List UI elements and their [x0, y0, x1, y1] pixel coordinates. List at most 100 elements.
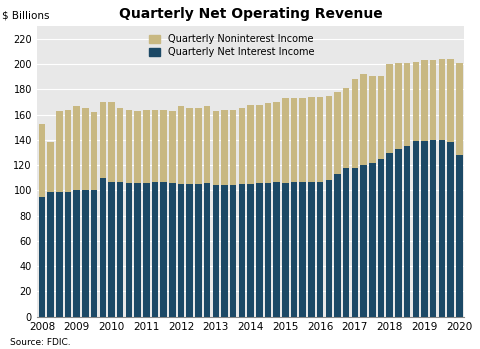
Bar: [186, 108, 193, 184]
Bar: [421, 60, 428, 141]
Bar: [256, 105, 263, 183]
Bar: [239, 108, 245, 184]
Bar: [143, 110, 149, 183]
Bar: [352, 79, 358, 168]
Bar: [65, 192, 71, 317]
Bar: [334, 92, 341, 174]
Bar: [308, 181, 315, 317]
Bar: [186, 184, 193, 317]
Bar: [134, 111, 141, 183]
Bar: [56, 192, 62, 317]
Bar: [395, 63, 402, 149]
Bar: [308, 97, 315, 181]
Bar: [430, 60, 436, 140]
Bar: [291, 181, 297, 317]
Bar: [143, 183, 149, 317]
Bar: [230, 185, 237, 317]
Bar: [221, 110, 228, 185]
Bar: [404, 63, 410, 146]
Bar: [456, 155, 463, 317]
Bar: [91, 112, 97, 191]
Bar: [369, 163, 375, 317]
Bar: [126, 110, 132, 183]
Bar: [300, 98, 306, 181]
Bar: [82, 191, 89, 317]
Bar: [274, 181, 280, 317]
Bar: [82, 108, 89, 191]
Bar: [160, 181, 167, 317]
Bar: [73, 106, 80, 191]
Bar: [386, 64, 393, 153]
Bar: [256, 183, 263, 317]
Bar: [456, 63, 463, 155]
Bar: [264, 103, 271, 183]
Bar: [352, 168, 358, 317]
Bar: [447, 142, 454, 317]
Bar: [126, 183, 132, 317]
Title: Quarterly Net Operating Revenue: Quarterly Net Operating Revenue: [119, 7, 383, 21]
Bar: [282, 98, 288, 183]
Bar: [412, 141, 419, 317]
Bar: [108, 181, 115, 317]
Bar: [39, 124, 45, 197]
Bar: [300, 181, 306, 317]
Bar: [421, 141, 428, 317]
Bar: [160, 110, 167, 181]
Text: Source: FDIC.: Source: FDIC.: [10, 338, 70, 347]
Bar: [195, 184, 202, 317]
Bar: [439, 59, 445, 140]
Bar: [378, 159, 384, 317]
Bar: [325, 96, 332, 180]
Text: $ Billions: $ Billions: [2, 10, 50, 21]
Bar: [152, 181, 158, 317]
Bar: [221, 185, 228, 317]
Bar: [204, 106, 210, 183]
Bar: [282, 183, 288, 317]
Bar: [247, 184, 254, 317]
Bar: [343, 88, 349, 168]
Bar: [386, 153, 393, 317]
Bar: [325, 180, 332, 317]
Bar: [430, 140, 436, 317]
Bar: [56, 111, 62, 192]
Bar: [291, 98, 297, 181]
Bar: [239, 184, 245, 317]
Bar: [91, 191, 97, 317]
Bar: [213, 185, 219, 317]
Bar: [360, 165, 367, 317]
Bar: [48, 192, 54, 317]
Bar: [412, 62, 419, 141]
Bar: [204, 183, 210, 317]
Bar: [213, 111, 219, 185]
Bar: [317, 181, 324, 317]
Bar: [152, 110, 158, 181]
Bar: [395, 149, 402, 317]
Bar: [99, 178, 106, 317]
Bar: [360, 74, 367, 165]
Bar: [247, 105, 254, 184]
Bar: [274, 102, 280, 181]
Bar: [99, 102, 106, 178]
Bar: [195, 108, 202, 184]
Bar: [65, 110, 71, 192]
Bar: [73, 191, 80, 317]
Bar: [178, 106, 184, 184]
Bar: [169, 111, 176, 183]
Bar: [264, 183, 271, 317]
Bar: [230, 110, 237, 185]
Bar: [117, 181, 123, 317]
Bar: [39, 197, 45, 317]
Bar: [439, 140, 445, 317]
Bar: [447, 59, 454, 142]
Bar: [48, 142, 54, 192]
Bar: [378, 75, 384, 159]
Bar: [317, 97, 324, 181]
Bar: [334, 174, 341, 317]
Legend: Quarterly Noninterest Income, Quarterly Net Interest Income: Quarterly Noninterest Income, Quarterly …: [148, 34, 314, 57]
Bar: [134, 183, 141, 317]
Bar: [178, 184, 184, 317]
Bar: [169, 183, 176, 317]
Bar: [117, 108, 123, 181]
Bar: [343, 168, 349, 317]
Bar: [108, 102, 115, 181]
